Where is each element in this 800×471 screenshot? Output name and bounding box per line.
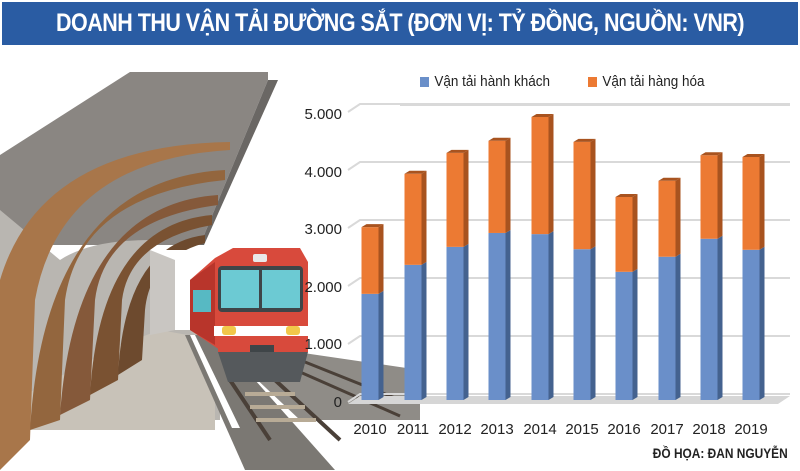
legend-label-passenger: Vận tải hành khách: [434, 73, 550, 90]
bar-passenger: [615, 271, 633, 400]
y-tick-3000: 3.000: [304, 221, 342, 238]
y-tick-2000: 2.000: [304, 279, 342, 296]
legend-divider: [400, 104, 790, 106]
bar-freight: [446, 152, 464, 247]
chart-title: DOANH THU VẬN TẢI ĐƯỜNG SẮT (ĐƠN VỊ: TỶ …: [56, 9, 745, 37]
y-tick-5000: 5.000: [304, 106, 342, 123]
y-tick-1000: 1.000: [304, 336, 342, 353]
legend: Vận tải hành khách Vận tải hàng hóa: [420, 73, 718, 90]
y-tick-0: 0: [333, 394, 342, 411]
x-tick-2010: 2010: [353, 421, 387, 438]
title-bar: DOANH THU VẬN TẢI ĐƯỜNG SẮT (ĐƠN VỊ: TỶ …: [2, 2, 798, 45]
bar-passenger: [531, 234, 549, 400]
x-tick-2011: 2011: [396, 421, 430, 438]
bar-freight: [700, 155, 718, 239]
gridline: [347, 277, 790, 287]
bar-freight: [531, 116, 549, 235]
bar-freight: [615, 197, 633, 272]
x-tick-2012: 2012: [438, 421, 472, 438]
bar-freight: [742, 156, 760, 250]
bar-passenger: [658, 256, 676, 400]
x-tick-2017: 2017: [650, 421, 684, 438]
gridline: [347, 335, 790, 345]
gridline: [347, 161, 790, 171]
bar-passenger: [446, 246, 464, 400]
x-tick-2018: 2018: [692, 421, 726, 438]
bar-passenger: [573, 249, 591, 400]
bar-freight: [658, 180, 676, 257]
bar-series: [361, 113, 765, 400]
bar-freight: [573, 141, 591, 250]
legend-item-passenger: Vận tải hành khách: [420, 73, 550, 90]
x-tick-2016: 2016: [607, 421, 641, 438]
x-tick-2019: 2019: [734, 421, 768, 438]
bar-passenger: [742, 249, 760, 400]
legend-swatch-freight: [588, 76, 598, 87]
x-tick-2013: 2013: [480, 421, 514, 438]
bar-passenger: [700, 238, 718, 400]
bar-freight: [361, 227, 379, 294]
bar-freight: [404, 173, 422, 265]
graphic-credit: ĐỒ HỌA: ĐAN NGUYỄN: [653, 445, 788, 461]
legend-item-freight: Vận tải hàng hóa: [588, 73, 705, 90]
bar-passenger: [404, 264, 422, 400]
bar-passenger: [488, 232, 506, 400]
train-tunnel-illustration: [0, 72, 420, 470]
bar-passenger: [361, 293, 379, 400]
x-tick-2014: 2014: [523, 421, 557, 438]
gridline: [347, 219, 790, 229]
x-tick-2015: 2015: [565, 421, 599, 438]
legend-swatch-passenger: [420, 76, 429, 87]
legend-label-freight: Vận tải hàng hóa: [602, 73, 705, 90]
gridline: [347, 393, 790, 403]
bar-freight: [488, 140, 506, 233]
y-tick-4000: 4.000: [304, 164, 342, 181]
